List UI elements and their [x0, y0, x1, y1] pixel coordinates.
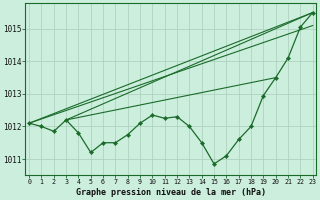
X-axis label: Graphe pression niveau de la mer (hPa): Graphe pression niveau de la mer (hPa)	[76, 188, 266, 197]
